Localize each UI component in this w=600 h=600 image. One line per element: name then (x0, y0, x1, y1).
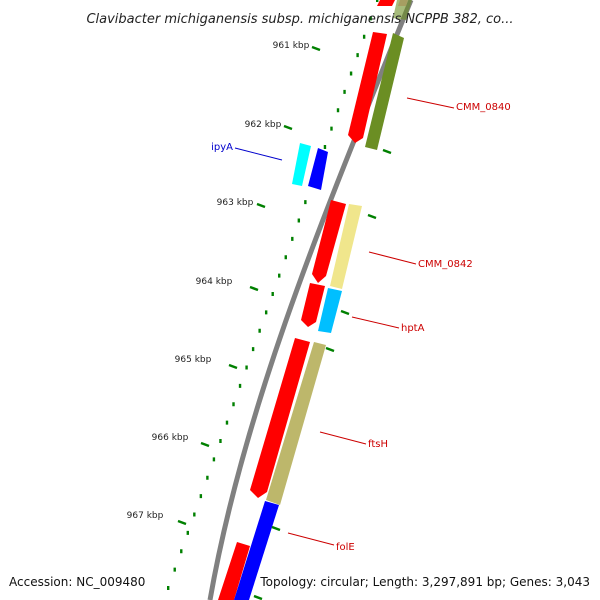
tick-label: 966 kbp (152, 433, 189, 443)
ruler-dot (284, 255, 287, 260)
tick-label: 964 kbp (196, 277, 233, 287)
tick-mark (249, 285, 259, 292)
ruler-dot (304, 200, 307, 205)
cds-feature (348, 32, 387, 143)
map-title: Clavibacter michiganensis subsp. michiga… (86, 12, 513, 27)
tick-marks: 961 kbp 962 kbp 963 kbp 964 kbp 965 kbp 966 k… (127, 41, 392, 600)
ruler-dot (173, 567, 176, 572)
ruler-dot (291, 236, 294, 241)
gene-feature (266, 342, 326, 505)
ruler-dot (264, 310, 268, 315)
tick-mark (256, 202, 266, 209)
gene-feature (330, 204, 362, 289)
cds-feature (250, 338, 310, 498)
gene-feature (234, 501, 279, 600)
tick-mark (200, 441, 210, 448)
tick-mark (177, 519, 187, 526)
ruler-dot (206, 475, 209, 480)
gene-label: ftsH (368, 439, 388, 450)
tick-label: 963 kbp (217, 198, 254, 208)
label-leader-line (319, 431, 367, 445)
ruler-dot (362, 34, 366, 39)
gene-feature (393, 0, 412, 20)
tick-mark (325, 346, 335, 353)
gene-labels: CMM_0840 ipyA CMM_0842 hptA ftsH folE (211, 97, 511, 553)
tick-mark (228, 363, 238, 370)
ruler-dot (245, 365, 248, 370)
gene-label: folE (336, 542, 355, 553)
backbone-line (207, 0, 414, 600)
tick-label: 967 kbp (127, 511, 164, 521)
ruler-dot (323, 145, 327, 149)
cds-feature (312, 200, 346, 283)
gene-label: hptA (401, 323, 425, 334)
gene-feature (318, 288, 342, 333)
tick-mark (271, 525, 281, 532)
dotted-ruler (167, 0, 379, 590)
ruler-dot (232, 402, 235, 407)
ruler-dot (343, 89, 346, 94)
cds-feature (301, 283, 325, 327)
ruler-dot (278, 273, 281, 278)
ruler-dot (349, 71, 353, 76)
gene-feature (292, 143, 311, 186)
tick-mark (340, 309, 350, 316)
ruler-dot (219, 439, 222, 443)
label-leader-line (234, 147, 283, 161)
tick-mark (253, 594, 263, 600)
tick-mark (367, 213, 377, 220)
ruler-dot (369, 16, 372, 21)
gene-label: CMM_0840 (456, 102, 511, 113)
ruler-dot (258, 328, 261, 333)
tick-mark (311, 45, 321, 52)
label-leader-line (351, 316, 400, 329)
ruler-dot (199, 494, 203, 499)
tick-label: 961 kbp (273, 41, 310, 51)
tick-mark (283, 124, 293, 131)
ruler-dot (167, 586, 170, 590)
label-leader-line (406, 97, 455, 109)
tick-label: 962 kbp (245, 120, 282, 130)
gene-label: CMM_0842 (418, 259, 473, 270)
cds-feature (377, 0, 395, 6)
ruler-dot (238, 383, 242, 388)
ruler-dot (356, 53, 359, 58)
ruler-dot (180, 549, 183, 554)
ruler-dot (212, 457, 216, 462)
ruler-dot (336, 108, 340, 113)
feature-track (218, 0, 412, 600)
ruler-dot (330, 126, 333, 131)
label-leader-line (368, 251, 417, 265)
gene-feature (365, 33, 404, 150)
label-leader-line (287, 532, 335, 546)
ruler-dot (376, 0, 379, 2)
ruler-dot (271, 292, 274, 296)
gene-feature (308, 148, 328, 190)
tick-label: 965 kbp (175, 355, 212, 365)
accession-text: Accession: NC_009480 (9, 575, 146, 589)
ruler-dot (297, 218, 301, 223)
ruler-dot (225, 420, 229, 425)
genome-info-text: Topology: circular; Length: 3,297,891 bp… (260, 575, 590, 589)
ruler-dot (193, 512, 196, 517)
ruler-dot (186, 530, 189, 535)
tick-mark (382, 148, 392, 155)
gene-label: ipyA (211, 142, 233, 153)
cds-feature (218, 542, 250, 600)
ruler-dot (251, 347, 255, 352)
